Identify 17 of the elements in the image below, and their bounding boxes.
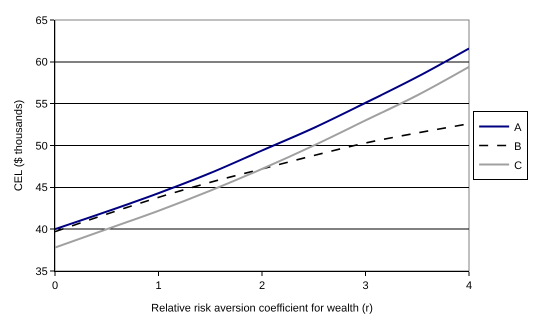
y-tick-label: 35 xyxy=(36,266,48,278)
y-tick-label: 45 xyxy=(36,182,48,194)
y-tick-label: 55 xyxy=(36,98,48,111)
x-tick-label: 4 xyxy=(466,280,472,292)
legend-label: C xyxy=(514,160,522,172)
y-tick-label: 50 xyxy=(36,140,48,152)
legend-label: B xyxy=(514,140,522,153)
x-axis-title: Relative risk aversion coefficient for wealth (r) xyxy=(151,302,373,314)
y-tick-label: 40 xyxy=(36,224,48,236)
x-tick-label: 0 xyxy=(52,280,58,292)
y-tick-label: 60 xyxy=(36,56,48,69)
x-tick-label: 2 xyxy=(258,280,266,292)
x-tick-label: 3 xyxy=(362,280,369,292)
legend-label: A xyxy=(514,122,522,134)
x-tick-label: 1 xyxy=(155,280,162,292)
y-axis-title: CEL ($ thousands) xyxy=(13,100,26,192)
y-tick-label: 65 xyxy=(36,14,48,27)
